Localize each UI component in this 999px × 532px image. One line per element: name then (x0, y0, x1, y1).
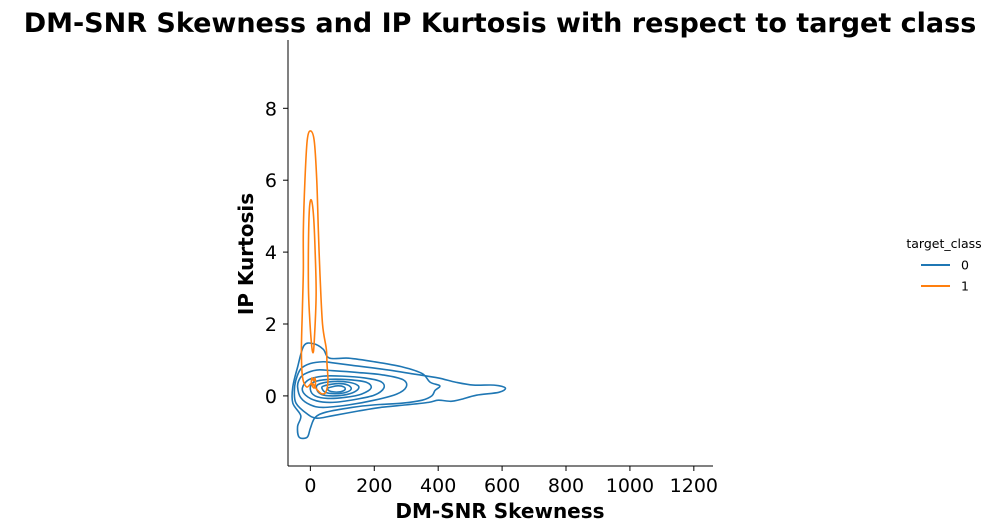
x-tick-label: 600 (484, 475, 520, 497)
x-tick-label: 1000 (606, 475, 654, 497)
y-tick-label: 2 (265, 314, 277, 336)
legend-title: target_class (906, 236, 981, 251)
series-class-1 (300, 130, 329, 395)
x-ticks: 0 200 400 600 800 1000 1200 (304, 466, 718, 497)
y-tick-label: 4 (265, 242, 277, 264)
chart-title: DM-SNR Skewness and IP Kurtosis with res… (24, 8, 977, 39)
legend-label-0: 0 (961, 258, 969, 273)
legend-label-1: 1 (961, 279, 969, 294)
x-tick-label: 0 (304, 475, 316, 497)
legend: target_class 01 (906, 236, 981, 294)
contour-class-0-level-2 (293, 360, 507, 420)
contour-class-0-level-7 (320, 382, 353, 395)
plot-area: 0 200 400 600 800 1000 1200 0 2 4 6 8 (265, 40, 718, 497)
x-tick-label: 800 (548, 475, 584, 497)
contour-class-1-level-1 (300, 130, 329, 395)
y-tick-label: 0 (265, 386, 277, 408)
y-tick-label: 6 (265, 170, 277, 192)
contour-class-1-level-2 (307, 198, 317, 354)
x-tick-label: 1200 (670, 475, 718, 497)
contour-class-0-level-8 (326, 384, 347, 393)
contour-class-0-level-1 (291, 342, 441, 440)
contour-class-1-level-3 (310, 377, 317, 389)
x-axis-label: DM-SNR Skewness (395, 499, 604, 523)
contour-class-0-level-5 (309, 378, 373, 400)
x-tick-label: 200 (356, 475, 392, 497)
legend-entries: 01 (921, 258, 969, 294)
contour-class-0-level-4 (301, 374, 386, 404)
series-class-0 (291, 342, 507, 440)
y-axis-label: IP Kurtosis (234, 193, 258, 315)
contour-class-0-level-3 (296, 369, 408, 409)
x-tick-label: 400 (420, 475, 456, 497)
y-tick-label: 8 (265, 98, 277, 120)
series-layer (291, 130, 507, 440)
y-ticks: 0 2 4 6 8 (265, 98, 288, 408)
